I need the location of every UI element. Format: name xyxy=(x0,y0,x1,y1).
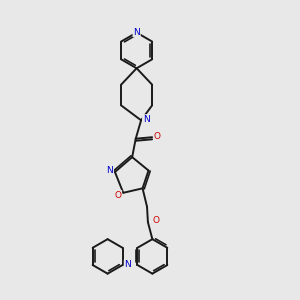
Text: O: O xyxy=(153,216,160,225)
Text: N: N xyxy=(143,115,149,124)
Text: N: N xyxy=(106,166,113,175)
Text: O: O xyxy=(114,191,122,200)
Text: N: N xyxy=(133,28,140,37)
Text: O: O xyxy=(154,132,161,141)
Text: N: N xyxy=(124,260,131,269)
